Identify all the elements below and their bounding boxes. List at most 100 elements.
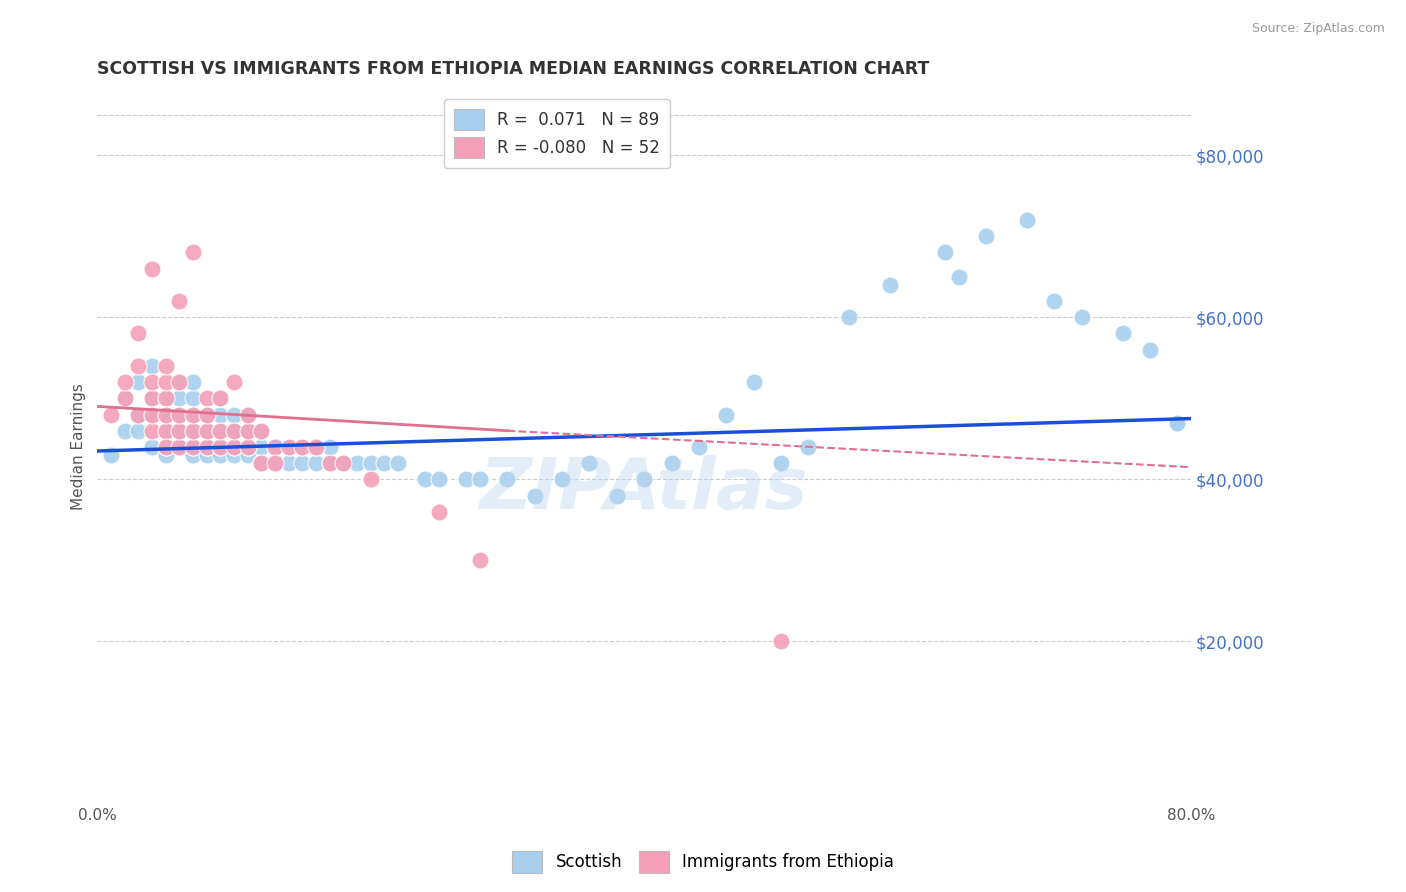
Point xyxy=(222,424,245,438)
Point xyxy=(319,456,342,470)
Point xyxy=(141,440,163,454)
Point xyxy=(114,392,136,406)
Point xyxy=(169,392,191,406)
Point xyxy=(181,408,204,422)
Point xyxy=(934,245,956,260)
Point xyxy=(195,408,218,422)
Point xyxy=(141,408,163,422)
Point xyxy=(169,375,191,389)
Point xyxy=(169,375,191,389)
Point xyxy=(305,456,328,470)
Point xyxy=(209,448,232,462)
Point xyxy=(181,375,204,389)
Point xyxy=(155,440,177,454)
Point xyxy=(127,424,149,438)
Point xyxy=(195,424,218,438)
Point xyxy=(222,408,245,422)
Point xyxy=(155,392,177,406)
Point xyxy=(114,424,136,438)
Point xyxy=(277,440,299,454)
Point xyxy=(181,392,204,406)
Point xyxy=(305,440,328,454)
Point xyxy=(236,424,259,438)
Point xyxy=(291,440,314,454)
Point xyxy=(181,245,204,260)
Point xyxy=(236,424,259,438)
Point xyxy=(277,440,299,454)
Point xyxy=(155,424,177,438)
Point xyxy=(291,456,314,470)
Point xyxy=(141,392,163,406)
Point xyxy=(236,448,259,462)
Point xyxy=(114,375,136,389)
Point xyxy=(222,448,245,462)
Point xyxy=(155,424,177,438)
Point xyxy=(209,408,232,422)
Point xyxy=(209,392,232,406)
Point xyxy=(141,359,163,373)
Point xyxy=(100,448,122,462)
Point xyxy=(250,456,273,470)
Point xyxy=(468,553,491,567)
Point xyxy=(155,408,177,422)
Point xyxy=(181,424,204,438)
Point xyxy=(169,424,191,438)
Point xyxy=(427,505,450,519)
Point xyxy=(127,408,149,422)
Point xyxy=(141,375,163,389)
Point xyxy=(141,261,163,276)
Point xyxy=(209,392,232,406)
Point xyxy=(169,293,191,308)
Point xyxy=(1015,213,1038,227)
Point xyxy=(468,472,491,486)
Point xyxy=(879,277,901,292)
Point xyxy=(360,456,382,470)
Point xyxy=(209,440,232,454)
Point xyxy=(1166,416,1188,430)
Point xyxy=(141,392,163,406)
Point xyxy=(523,489,546,503)
Point xyxy=(633,472,655,486)
Point xyxy=(319,456,342,470)
Point xyxy=(155,392,177,406)
Point xyxy=(1166,416,1188,430)
Point xyxy=(209,424,232,438)
Point xyxy=(222,440,245,454)
Point xyxy=(155,359,177,373)
Point xyxy=(373,456,395,470)
Point xyxy=(415,472,437,486)
Point xyxy=(1070,310,1092,325)
Text: ZIPAtlas: ZIPAtlas xyxy=(479,455,808,524)
Point xyxy=(387,456,409,470)
Point xyxy=(127,408,149,422)
Point xyxy=(264,456,287,470)
Text: Source: ZipAtlas.com: Source: ZipAtlas.com xyxy=(1251,22,1385,36)
Y-axis label: Median Earnings: Median Earnings xyxy=(72,384,86,510)
Point xyxy=(181,424,204,438)
Point xyxy=(346,456,368,470)
Point xyxy=(1111,326,1133,341)
Point xyxy=(195,408,218,422)
Point xyxy=(797,440,820,454)
Point xyxy=(155,375,177,389)
Point xyxy=(236,408,259,422)
Point xyxy=(264,440,287,454)
Point xyxy=(496,472,519,486)
Point xyxy=(332,456,354,470)
Legend: Scottish, Immigrants from Ethiopia: Scottish, Immigrants from Ethiopia xyxy=(505,845,901,880)
Point xyxy=(838,310,860,325)
Point xyxy=(319,440,342,454)
Point xyxy=(114,392,136,406)
Point xyxy=(195,448,218,462)
Point xyxy=(181,408,204,422)
Point xyxy=(264,456,287,470)
Point xyxy=(427,472,450,486)
Point xyxy=(222,375,245,389)
Point xyxy=(222,440,245,454)
Point xyxy=(141,424,163,438)
Point xyxy=(195,440,218,454)
Text: SCOTTISH VS IMMIGRANTS FROM ETHIOPIA MEDIAN EARNINGS CORRELATION CHART: SCOTTISH VS IMMIGRANTS FROM ETHIOPIA MED… xyxy=(97,60,929,78)
Point xyxy=(456,472,478,486)
Point xyxy=(141,408,163,422)
Point xyxy=(100,408,122,422)
